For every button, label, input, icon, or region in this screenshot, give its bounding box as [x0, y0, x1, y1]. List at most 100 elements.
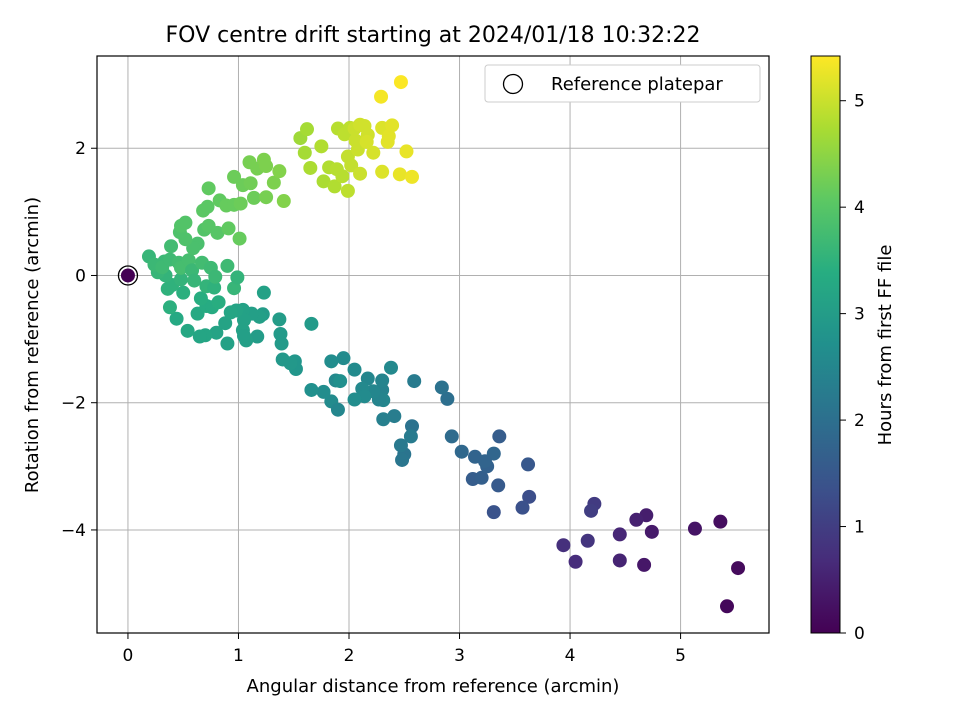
data-point [300, 122, 314, 137]
data-point [713, 514, 728, 529]
y-axis-label: Rotation from reference (arcmin) [22, 197, 43, 493]
data-point [233, 196, 248, 211]
data-point [444, 429, 459, 444]
data-point [243, 176, 258, 191]
data-point [405, 419, 419, 434]
x-tick-label: 0 [123, 646, 134, 666]
data-point [612, 553, 627, 568]
data-point [644, 524, 659, 539]
data-point [221, 221, 236, 236]
data-point [201, 181, 216, 196]
data-point [340, 183, 355, 198]
data-point [316, 384, 331, 399]
data-point [584, 503, 599, 518]
x-axis-ticks: 0 1 2 3 4 5 [123, 633, 686, 666]
data-point [454, 444, 469, 459]
legend-box [484, 64, 761, 103]
data-point [486, 505, 501, 520]
data-point [393, 438, 408, 453]
data-point [178, 215, 193, 230]
data-point [256, 285, 271, 300]
colorbar-tick-label: 3 [854, 305, 865, 325]
data-point [200, 199, 215, 214]
data-point [522, 489, 537, 504]
colorbar-gradient [810, 55, 841, 634]
data-point [259, 190, 274, 205]
data-point [187, 273, 202, 288]
data-point [556, 538, 571, 553]
data-point [375, 164, 390, 179]
data-point [220, 336, 235, 351]
data-point [344, 158, 359, 173]
data-point [612, 527, 627, 542]
y-axis-ticks: 2 0 −2 −4 [61, 139, 97, 541]
data-point [515, 500, 530, 515]
data-point [731, 561, 746, 576]
data-point [347, 392, 362, 407]
data-point [246, 190, 261, 205]
data-point [207, 280, 222, 295]
data-point [384, 360, 398, 375]
data-point [405, 169, 419, 184]
colorbar-tick-label: 4 [854, 198, 865, 218]
data-point [392, 167, 407, 182]
data-point [304, 382, 319, 397]
colorbar-tick-label: 2 [854, 411, 865, 431]
data-point [521, 457, 536, 472]
data-point [266, 175, 281, 190]
data-point [303, 160, 318, 175]
data-point [297, 145, 312, 160]
data-point [237, 328, 251, 343]
x-axis-label: Angular distance from reference (arcmin) [247, 676, 620, 697]
data-point [380, 134, 395, 149]
colorbar-tick-label: 0 [854, 624, 865, 644]
data-point [474, 470, 489, 485]
data-point [176, 285, 191, 300]
plot-frame [96, 55, 770, 634]
data-point [275, 352, 290, 367]
legend-marker-reference [502, 73, 524, 95]
colorbar-tick-label: 1 [854, 518, 865, 538]
y-tick-label: −4 [61, 521, 86, 541]
data-point [333, 374, 348, 389]
data-point [335, 169, 350, 184]
data-point [434, 380, 449, 395]
x-tick-label: 5 [675, 646, 686, 666]
data-point [720, 599, 734, 614]
data-point [491, 478, 506, 493]
data-point [366, 145, 381, 160]
y-tick-label: 0 [75, 266, 86, 286]
data-point [327, 179, 342, 194]
data-point [568, 554, 583, 569]
data-point [259, 159, 274, 174]
colorbar-label: Hours from first FF file [875, 245, 896, 446]
data-point [192, 329, 207, 344]
data-point [385, 118, 400, 133]
data-point [272, 164, 287, 179]
data-point [237, 313, 251, 328]
legend-label: Reference platepar [551, 74, 723, 95]
colorbar: 0 1 2 3 4 5 Hours from first FF file [810, 55, 896, 644]
data-point [227, 281, 242, 296]
data-point [209, 325, 224, 340]
data-point [393, 75, 408, 90]
data-point [375, 373, 390, 388]
data-point [359, 134, 374, 149]
data-point [314, 139, 329, 154]
data-point [387, 409, 402, 424]
data-point [629, 512, 644, 527]
data-point [169, 311, 184, 326]
data-point [324, 354, 339, 369]
data-points [117, 75, 746, 614]
data-point [232, 231, 247, 246]
data-point [374, 89, 389, 104]
data-point [440, 391, 455, 406]
grid [97, 56, 769, 633]
data-point [407, 374, 422, 389]
data-point [210, 225, 225, 240]
data-point [399, 144, 414, 159]
data-point [347, 362, 362, 377]
data-point [637, 557, 652, 572]
